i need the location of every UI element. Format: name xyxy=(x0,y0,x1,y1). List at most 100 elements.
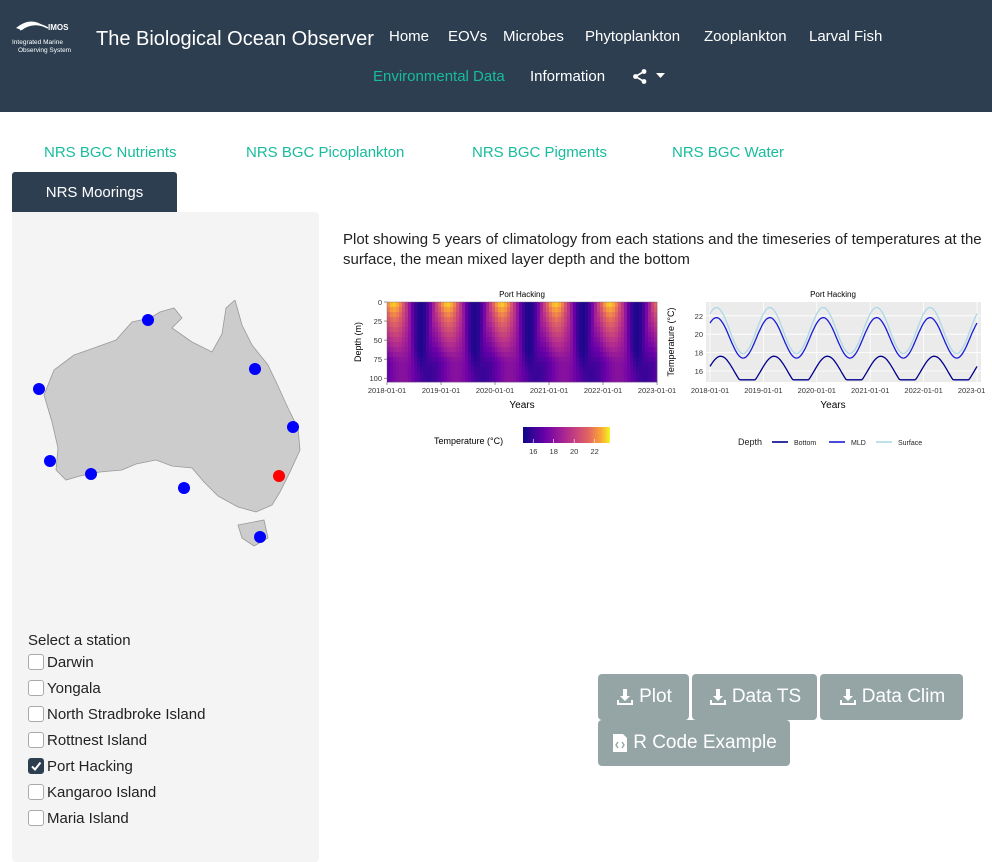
station-marker-maria-island[interactable] xyxy=(254,531,266,543)
checkbox[interactable] xyxy=(28,810,44,826)
download-plot-button[interactable]: Plot xyxy=(598,674,689,720)
tab-nrs-bgc-picoplankton[interactable]: NRS BGC Picoplankton xyxy=(246,144,405,161)
station-checkbox-yongala[interactable]: Yongala xyxy=(28,678,101,698)
nav-eovs[interactable]: EOVs xyxy=(448,28,488,45)
heatmap-cell xyxy=(516,307,520,313)
station-checkbox-north-stradbroke-island[interactable]: North Stradbroke Island xyxy=(28,704,205,724)
heatmap-cell xyxy=(528,352,532,358)
station-marker-kangaroo-island[interactable] xyxy=(178,482,190,494)
heatmap-cell xyxy=(510,322,514,328)
heatmap-cell xyxy=(534,367,538,373)
heatmap-cell xyxy=(615,377,619,383)
heatmap-cell xyxy=(570,362,574,368)
heatmap-cell xyxy=(576,362,580,368)
nav-larval-fish[interactable]: Larval Fish xyxy=(809,28,883,45)
heatmap-cell xyxy=(636,332,640,338)
checkbox[interactable] xyxy=(28,784,44,800)
heatmap-cell xyxy=(639,367,643,373)
heatmap-cell xyxy=(510,342,514,348)
heatmap-cell xyxy=(591,352,595,358)
heatmap-cell xyxy=(387,357,391,363)
station-marker-ningaloo[interactable] xyxy=(33,383,45,395)
r-code-example-button[interactable]: R Code Example xyxy=(598,720,790,766)
heatmap-cell xyxy=(486,362,490,368)
checkbox-checked[interactable] xyxy=(28,758,44,774)
tab-nrs-bgc-water[interactable]: NRS BGC Water xyxy=(672,144,784,161)
heatmap-cell xyxy=(468,312,472,318)
heatmap-cell xyxy=(636,352,640,358)
heatmap-cell xyxy=(480,312,484,318)
heatmap-cell xyxy=(585,322,589,328)
heatmap-cell xyxy=(642,347,646,353)
tab-nrs-bgc-pigments[interactable]: NRS BGC Pigments xyxy=(472,144,608,161)
imos-logo[interactable]: IMOS Integrated Marine Observing System xyxy=(10,16,88,56)
checkbox[interactable] xyxy=(28,654,44,670)
heatmap-cell xyxy=(474,302,478,308)
download-icon xyxy=(709,689,726,705)
tab-nrs-bgc-nutrients[interactable]: NRS BGC Nutrients xyxy=(44,144,177,161)
heatmap-cell xyxy=(603,307,607,313)
app-title[interactable]: The Biological Ocean Observer xyxy=(96,28,374,50)
share-dropdown[interactable] xyxy=(632,68,672,86)
heatmap-cell xyxy=(498,322,502,328)
checkbox[interactable] xyxy=(28,680,44,696)
heatmap-cell xyxy=(627,307,631,313)
nav-environmental-data[interactable]: Environmental Data xyxy=(373,68,505,85)
nav-microbes[interactable]: Microbes xyxy=(503,28,564,45)
heatmap-cell xyxy=(528,372,532,378)
download-data-clim-button[interactable]: Data Clim xyxy=(820,674,963,720)
nav-information[interactable]: Information xyxy=(530,68,606,85)
checkbox[interactable] xyxy=(28,706,44,722)
heatmap-cell xyxy=(393,342,397,348)
heatmap-cell xyxy=(606,332,610,338)
heatmap-cell xyxy=(429,357,433,363)
heatmap-cell xyxy=(519,357,523,363)
heatmap-cell xyxy=(507,312,511,318)
heatmap-cell xyxy=(411,357,415,363)
station-map[interactable] xyxy=(32,300,322,560)
heatmap-ytick-label: 50 xyxy=(374,336,382,345)
heatmap-cell xyxy=(615,332,619,338)
heatmap-cell xyxy=(519,342,523,348)
heatmap-cell xyxy=(558,367,562,373)
heatmap-xtick-label: 2019-01-01 xyxy=(422,386,460,395)
station-marker-north-stradbroke[interactable] xyxy=(287,421,299,433)
heatmap-cell xyxy=(459,352,463,358)
heatmap-cell xyxy=(456,302,460,308)
nav-phytoplankton[interactable]: Phytoplankton xyxy=(585,28,681,45)
heatmap-cell xyxy=(588,357,592,363)
heatmap-cell xyxy=(426,352,430,358)
station-checkbox-maria-island[interactable]: Maria Island xyxy=(28,808,129,828)
heatmap-cell xyxy=(624,367,628,373)
heatmap-cell xyxy=(558,307,562,313)
heatmap-cell xyxy=(510,337,514,343)
station-marker-port-hacking[interactable] xyxy=(273,470,285,482)
heatmap-cell xyxy=(456,372,460,378)
station-marker-rottnest[interactable] xyxy=(44,455,56,467)
nav-zooplankton[interactable]: Zooplankton xyxy=(704,28,787,45)
nav-home[interactable]: Home xyxy=(389,28,430,45)
heatmap-cell xyxy=(504,372,508,378)
heatmap-cell xyxy=(483,357,487,363)
checkbox[interactable] xyxy=(28,732,44,748)
station-checkbox-darwin[interactable]: Darwin xyxy=(28,652,94,672)
heatmap-cell xyxy=(450,322,454,328)
heatmap-cell xyxy=(552,307,556,313)
station-checkbox-port-hacking[interactable]: Port Hacking xyxy=(28,756,133,776)
heatmap-cell xyxy=(456,342,460,348)
station-checkbox-kangaroo-island[interactable]: Kangaroo Island xyxy=(28,782,156,802)
heatmap-cell xyxy=(579,317,583,323)
heatmap-cell xyxy=(573,347,577,353)
tab-nrs-moorings[interactable]: NRS Moorings xyxy=(12,172,177,212)
download-data-ts-button[interactable]: Data TS xyxy=(692,674,817,720)
station-marker-yongala[interactable] xyxy=(249,363,261,375)
heatmap-cell xyxy=(555,357,559,363)
station-checkbox-rottnest-island[interactable]: Rottnest Island xyxy=(28,730,147,750)
heatmap-cell xyxy=(582,302,586,308)
heatmap-cell xyxy=(522,327,526,333)
station-marker-darwin[interactable] xyxy=(142,314,154,326)
heatmap-cell xyxy=(483,302,487,308)
heatmap-cell xyxy=(408,377,412,383)
station-marker-esperance[interactable] xyxy=(85,468,97,480)
heatmap-cell xyxy=(492,307,496,313)
